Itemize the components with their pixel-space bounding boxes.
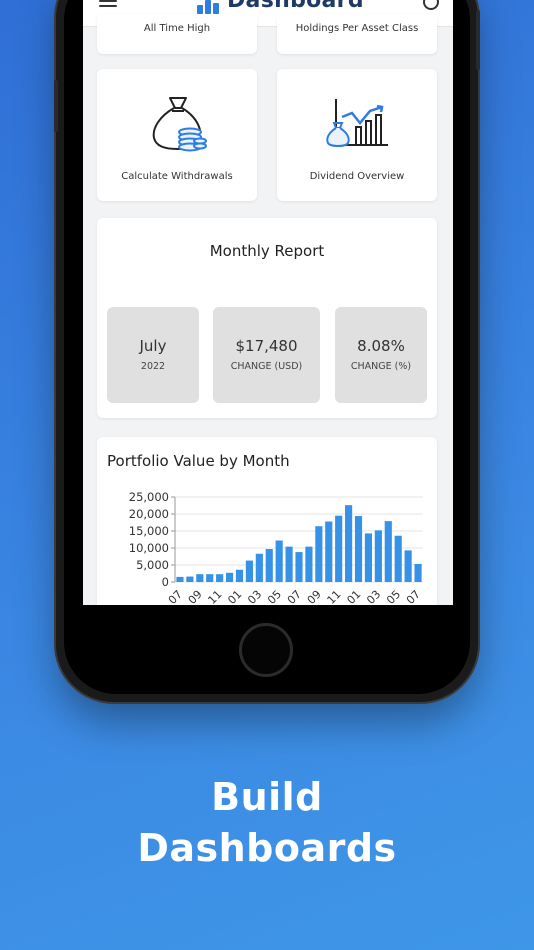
tile-label: Dividend Overview [309, 171, 405, 182]
x-tick-label: 07 [404, 588, 423, 605]
stat-change-usd: $17,480 CHANGE (USD) [213, 307, 320, 403]
bar [206, 574, 214, 582]
x-tick-label: 11 [205, 588, 224, 605]
stat-value: $17,480 [235, 337, 298, 355]
tile-label: Calculate Withdrawals [121, 171, 233, 182]
x-tick-label: 09 [186, 588, 205, 605]
bar [196, 574, 204, 582]
stat-label: CHANGE (USD) [230, 361, 303, 372]
y-tick-label: 15,000 [129, 524, 169, 538]
x-tick-label: 03 [245, 588, 264, 605]
app-screen: Dashboard All Time High Holdings Per Ass… [83, 0, 453, 605]
monthly-report-card: Monthly Report July 2022 $17,480 CHANGE … [97, 218, 437, 418]
y-tick-label: 25,000 [129, 490, 169, 504]
stat-label: CHANGE (%) [350, 361, 412, 372]
phone-side-button [54, 80, 58, 132]
bar [225, 572, 234, 582]
stat-change-percent: 8.08% CHANGE (%) [335, 307, 427, 403]
tile-calculate-withdrawals[interactable]: Calculate Withdrawals [97, 69, 257, 201]
bar [394, 535, 402, 582]
bar [295, 552, 303, 582]
money-bag-chart-icon [326, 99, 388, 147]
bar [305, 546, 313, 582]
portfolio-chart-card: Portfolio Value by Month 25,000 20,000 15,… [97, 437, 437, 605]
bar [176, 576, 184, 582]
dashboard-logo-icon [197, 0, 221, 14]
bar [245, 560, 253, 582]
tile-all-time-high[interactable]: All Time High [97, 14, 257, 54]
bar [275, 540, 283, 582]
bar [325, 521, 333, 582]
bar [374, 530, 382, 582]
bar [364, 533, 373, 582]
bar [265, 549, 273, 582]
y-tick-label: 5,000 [136, 558, 169, 572]
x-tick-label: 07 [285, 588, 304, 605]
y-tick-label: 0 [162, 575, 169, 589]
phone-side-button [476, 10, 480, 70]
bar [404, 550, 412, 582]
x-tick-label: 03 [364, 588, 383, 605]
bar [235, 569, 244, 582]
bar [255, 553, 263, 582]
y-tick-label: 20,000 [129, 507, 169, 521]
refresh-icon[interactable] [423, 0, 439, 10]
x-tick-label: 11 [325, 588, 344, 605]
chart-title: Portfolio Value by Month [107, 452, 290, 470]
stat-value: July [139, 337, 167, 355]
tile-dividend-overview[interactable]: Dividend Overview [277, 69, 437, 201]
x-tick-label: 05 [265, 588, 284, 605]
tile-holdings-per-asset-class[interactable]: Holdings Per Asset Class [277, 14, 437, 54]
x-tick-label: 05 [384, 588, 403, 605]
stat-month: July 2022 [107, 307, 199, 403]
bar [216, 574, 224, 582]
app-title: Dashboard [227, 0, 364, 13]
stat-value: 8.08% [357, 337, 405, 355]
bar [315, 526, 323, 582]
caption-line-2: Dashboards [137, 826, 397, 870]
bar [285, 546, 293, 582]
money-bag-coins-icon [152, 97, 207, 152]
x-tick-label: 07 [166, 588, 185, 605]
bar [335, 515, 343, 582]
hamburger-menu-icon[interactable] [99, 0, 117, 10]
bar [345, 505, 353, 582]
x-tick-label: 01 [344, 588, 363, 605]
bar [186, 576, 194, 582]
x-tick-label: 09 [305, 588, 324, 605]
tile-label: All Time High [143, 23, 211, 34]
x-tick-label: 01 [225, 588, 244, 605]
bar [354, 516, 363, 582]
stat-label: 2022 [140, 361, 166, 372]
marketing-caption: Build Dashboards [0, 772, 534, 874]
report-title: Monthly Report [209, 242, 325, 260]
tile-label: Holdings Per Asset Class [295, 23, 419, 34]
caption-line-1: Build [211, 775, 323, 819]
y-tick-label: 10,000 [129, 541, 169, 555]
bar [414, 563, 422, 582]
home-button[interactable] [239, 623, 293, 677]
bar [384, 521, 392, 582]
